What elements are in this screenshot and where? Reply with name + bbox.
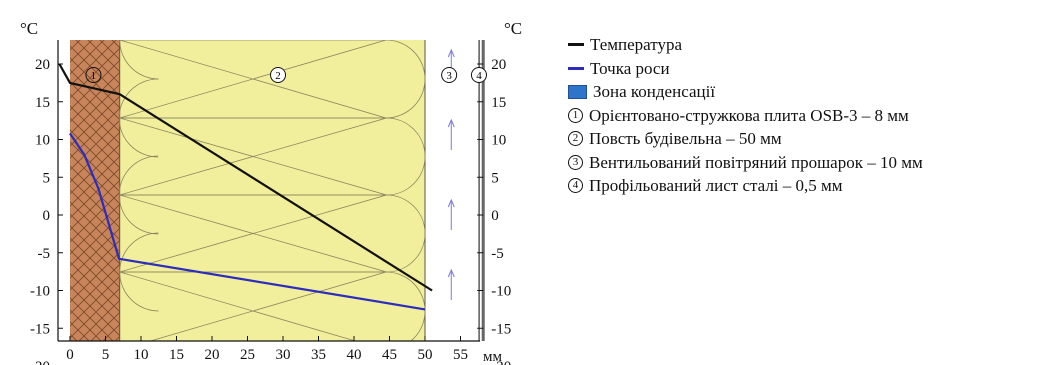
y-tick-label-left: 15 bbox=[35, 95, 50, 111]
x-tick-label: 35 bbox=[311, 347, 326, 363]
y-tick-label-right: 10 bbox=[491, 133, 506, 149]
x-tick-label: 50 bbox=[418, 347, 433, 363]
temperature-line-swatch bbox=[568, 43, 584, 47]
layer-number-label: 3 bbox=[446, 70, 452, 82]
airflow-arrowhead-icon bbox=[447, 198, 455, 208]
legend-item-dew-point: Точка роси bbox=[568, 57, 923, 81]
y-tick-label-left: -5 bbox=[38, 246, 51, 262]
layer-number-badge: 3 bbox=[568, 154, 583, 170]
x-tick-label: 0 bbox=[66, 347, 74, 363]
felt-loop bbox=[119, 117, 426, 196]
y-tick-label-right: 5 bbox=[491, 170, 499, 186]
legend-item-layer-3: 3 Вентильований повітряний прошарок – 10… bbox=[568, 151, 923, 175]
layer-1-band bbox=[70, 40, 120, 341]
x-tick-label: 55 bbox=[453, 347, 468, 363]
y-tick-label-left: -10 bbox=[30, 284, 50, 300]
legend-item-layer-1: 1 Орієнтовано-стружкова плита OSB-3 – 8 … bbox=[568, 104, 923, 128]
x-tick-label: 45 bbox=[382, 347, 397, 363]
legend-item-condensation-zone: Зона конденсації bbox=[568, 80, 923, 104]
condensation-chart: 2020151510105500-5-5-10-10-15-15-20-2005… bbox=[20, 19, 522, 365]
legend-item-layer-4: 4 Профільований лист сталі – 0,5 мм bbox=[568, 174, 923, 198]
felt-loop bbox=[118, 155, 159, 235]
layer-number-badge: 2 bbox=[568, 131, 583, 147]
y-axis-unit-right: °C bbox=[504, 19, 522, 38]
layer-4-band bbox=[478, 40, 480, 341]
felt-loop bbox=[118, 78, 159, 158]
legend-label: Температура bbox=[590, 35, 683, 54]
y-tick-label-left: 5 bbox=[43, 170, 51, 186]
layer-number-badge bbox=[470, 67, 487, 83]
y-tick-label-right: 20 bbox=[491, 57, 506, 73]
legend-item-layer-2: 2 Повсть будівельна – 50 мм bbox=[568, 127, 923, 151]
layer-number-badge bbox=[85, 67, 102, 83]
legend: Температура Точка роси Зона конденсації … bbox=[568, 33, 923, 198]
legend-label: Зона конденсації bbox=[593, 82, 716, 101]
felt-diagonal bbox=[119, 117, 387, 196]
legend-label: Точка роси bbox=[590, 58, 670, 78]
y-tick-label-left: -15 bbox=[30, 321, 50, 337]
airflow-arrowhead-icon bbox=[447, 118, 455, 128]
y-tick-label-right: 0 bbox=[491, 208, 499, 224]
x-tick-label: 5 bbox=[102, 347, 110, 363]
y-axis-unit-left: °C bbox=[20, 19, 38, 38]
y-tick-label-right: -20 bbox=[491, 359, 511, 365]
felt-diagonal bbox=[119, 194, 387, 273]
legend-label: Вентильований повітряний прошарок – 10 м… bbox=[589, 152, 923, 172]
layer-number-badge bbox=[441, 67, 458, 83]
legend-label: Орієнтовано-стружкова плита OSB-3 – 8 мм bbox=[589, 105, 909, 125]
felt-loop bbox=[119, 271, 426, 341]
dew-point-line-swatch bbox=[568, 66, 584, 70]
x-tick-label: 20 bbox=[205, 347, 220, 363]
y-tick-label-left: 20 bbox=[35, 57, 50, 73]
felt-diagonal bbox=[119, 271, 357, 341]
layer-number-label: 1 bbox=[91, 70, 97, 82]
y-tick-label-left: 0 bbox=[43, 208, 51, 224]
airflow-arrowhead-icon bbox=[447, 48, 455, 58]
y-tick-label-left: 10 bbox=[35, 133, 50, 149]
x-tick-label: 25 bbox=[240, 347, 255, 363]
layer-number-badge: 4 bbox=[568, 178, 583, 194]
layer-number-badge bbox=[270, 67, 287, 83]
y-tick-label-left: -20 bbox=[30, 359, 50, 365]
legend-label: Повсть будівельна – 50 мм bbox=[589, 129, 782, 148]
layer-number-label: 4 bbox=[476, 70, 482, 82]
y-tick-label-right: -15 bbox=[491, 321, 511, 337]
condensation-zone-swatch bbox=[568, 84, 587, 99]
x-tick-label: 10 bbox=[134, 347, 149, 363]
dew-point-line bbox=[69, 132, 426, 311]
y-tick-label-right: 15 bbox=[491, 95, 506, 111]
airflow-arrowhead-icon bbox=[447, 268, 455, 278]
felt-loop bbox=[119, 40, 426, 119]
legend-label: Профільований лист сталі – 0,5 мм bbox=[589, 176, 843, 195]
x-tick-label: 40 bbox=[347, 347, 362, 363]
layer-number-badge: 1 bbox=[568, 107, 583, 123]
temperature-line bbox=[58, 63, 433, 292]
legend-item-temperature: Температура bbox=[568, 33, 923, 57]
x-tick-label: 15 bbox=[169, 347, 184, 363]
felt-diagonal bbox=[119, 40, 387, 119]
y-tick-label-right: -5 bbox=[491, 246, 504, 262]
felt-loop bbox=[119, 40, 159, 80]
layer-number-label: 2 bbox=[275, 70, 281, 82]
y-tick-label-right: -10 bbox=[491, 284, 511, 300]
x-axis-unit: мм bbox=[483, 349, 502, 365]
x-tick-label: 30 bbox=[276, 347, 291, 363]
